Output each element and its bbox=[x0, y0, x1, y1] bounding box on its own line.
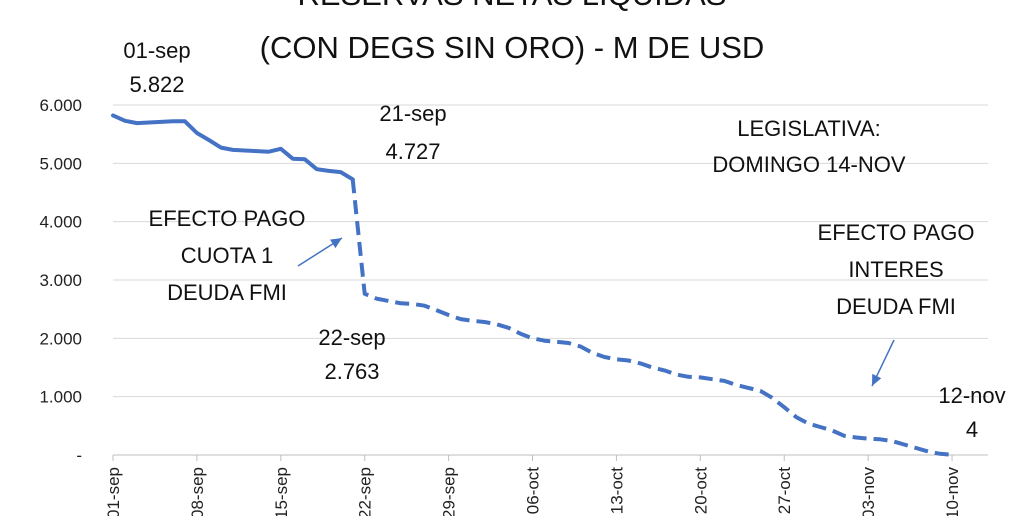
annotation-election: DOMINGO 14-NOV bbox=[712, 152, 905, 177]
x-tick-label: 13-oct bbox=[607, 467, 626, 515]
annotation-drop_after: 2.763 bbox=[324, 359, 379, 384]
x-tick-label: 01-sep bbox=[104, 467, 123, 516]
annotation-drop_before: 4.727 bbox=[385, 139, 440, 164]
chart-title-group: RESERVAS NETAS LIQUIDAS (CON DEGS SIN ORO… bbox=[260, 0, 765, 65]
y-tick-label: 2.000 bbox=[39, 329, 82, 348]
annotation-election: LEGISLATIVA: bbox=[737, 116, 880, 141]
annotation-arrows bbox=[297, 237, 895, 387]
x-tick-label: 03-nov bbox=[859, 467, 878, 516]
annotation-group: 01-sep 5.822 21-sep 4.727 22-sep 2.763 12-nov 4… bbox=[123, 38, 1005, 442]
annotation-imf_interest: DEUDA FMI bbox=[836, 294, 956, 319]
annotation-imf_interest: INTERES bbox=[848, 257, 943, 282]
annotation-drop_after: 22-sep bbox=[318, 325, 385, 350]
annotation-imf_quota: CUOTA 1 bbox=[181, 243, 274, 268]
chart-title-line: (CON DEGS SIN ORO) - M DE USD bbox=[260, 30, 765, 65]
y-axis-ticks: - 1.000 2.000 3.000 4.000 5.000 6.000 bbox=[39, 96, 82, 465]
x-tick-label: 15-sep bbox=[272, 467, 291, 516]
x-axis-ticks: 01-sep 08-sep 15-sep 22-sep 29-sep 06-oct 13-o… bbox=[104, 455, 962, 516]
annotation-drop_before: 21-sep bbox=[379, 101, 446, 126]
annotation-last: 4 bbox=[966, 417, 978, 442]
x-tick-label: 29-sep bbox=[440, 467, 459, 516]
y-tick-label: 1.000 bbox=[39, 388, 82, 407]
x-tick-label: 27-oct bbox=[775, 467, 794, 515]
interest-arrow-head bbox=[872, 373, 882, 386]
x-tick-label: 10-nov bbox=[943, 467, 962, 516]
series-line-solid bbox=[111, 113, 355, 182]
annotation-start: 5.822 bbox=[129, 72, 184, 97]
gridlines bbox=[113, 104, 988, 456]
y-tick-label: 4.000 bbox=[39, 213, 82, 232]
y-tick-label: - bbox=[76, 446, 82, 465]
x-tick-label: 22-sep bbox=[356, 467, 375, 516]
x-tick-label: 06-oct bbox=[524, 467, 543, 515]
x-tick-label: 08-sep bbox=[188, 467, 207, 516]
x-tick-label: 20-oct bbox=[691, 467, 710, 515]
annotation-last: 12-nov bbox=[938, 383, 1005, 408]
y-tick-label: 6.000 bbox=[39, 96, 82, 115]
y-tick-label: 5.000 bbox=[39, 154, 82, 173]
y-tick-label: 3.000 bbox=[39, 271, 82, 290]
annotation-start: 01-sep bbox=[123, 38, 190, 63]
annotation-imf_interest: EFECTO PAGO bbox=[818, 220, 975, 245]
annotation-imf_quota: DEUDA FMI bbox=[167, 280, 287, 305]
annotation-imf_quota: EFECTO PAGO bbox=[149, 206, 306, 231]
chart-title-line: RESERVAS NETAS LIQUIDAS bbox=[298, 0, 727, 12]
series-group bbox=[111, 113, 953, 457]
quota-arrow-head bbox=[330, 238, 342, 249]
